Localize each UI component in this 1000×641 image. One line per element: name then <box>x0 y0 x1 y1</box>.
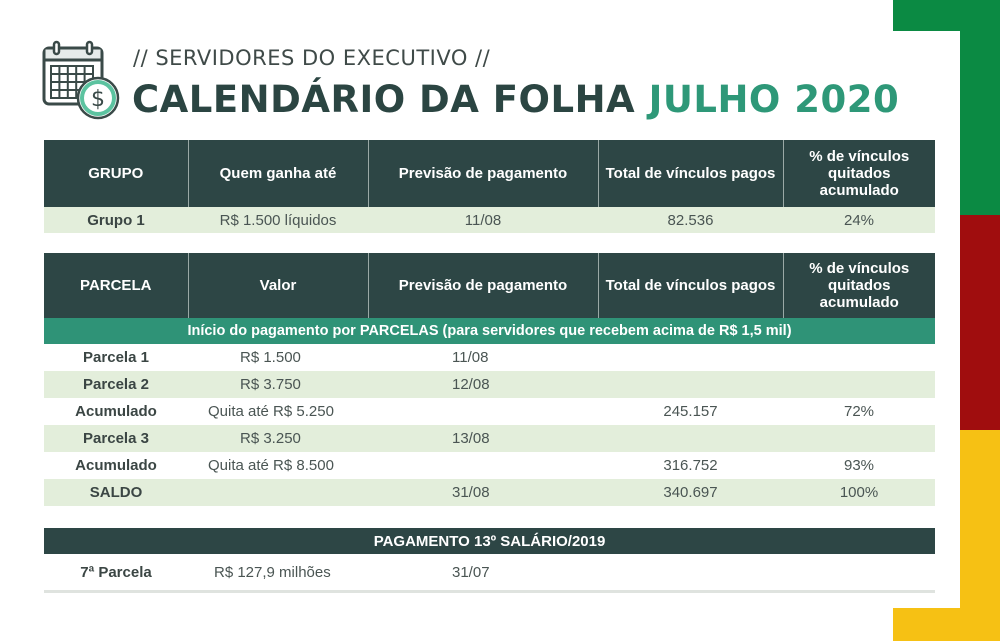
cell-previsao: 11/08 <box>452 349 489 366</box>
table-row: Grupo 1 R$ 1.500 líquidos 11/08 82.536 2… <box>44 207 935 233</box>
cell-parcela: Acumulado <box>75 403 157 420</box>
cell-parcela: Parcela 2 <box>44 371 188 398</box>
decor-yellow-vertical <box>960 430 1000 641</box>
cell-percent <box>783 371 935 398</box>
parcela-table: PARCELA Valor Previsão de pagamento Tota… <box>44 253 935 506</box>
title-accent: JULHO 2020 <box>648 78 900 121</box>
table-row: Acumulado Quita até R$ 8.500 316.752 93% <box>44 452 935 479</box>
grupo-table: GRUPO Quem ganha até Previsão de pagamen… <box>44 140 935 233</box>
cell-previsao <box>368 398 598 425</box>
cell-valor: R$ 3.750 <box>188 371 368 398</box>
decor-red-vertical <box>960 215 1000 430</box>
cell-total: 316.752 <box>663 457 718 474</box>
table-row: Parcela 1 R$ 1.500 11/08 <box>44 344 935 371</box>
title-main: CALENDÁRIO DA FOLHA <box>132 78 636 121</box>
cell-percent <box>783 344 935 371</box>
cell-previsao <box>368 452 598 479</box>
page-subtitle: // SERVIDORES DO EXECUTIVO // <box>133 46 491 70</box>
cell-total <box>598 371 783 398</box>
table-row: Acumulado Quita até R$ 5.250 245.157 72% <box>44 398 935 425</box>
cell-previsao: 31/08 <box>368 479 598 506</box>
decor-green-vertical <box>960 0 1000 215</box>
cell-total: 82.536 <box>598 207 783 233</box>
table-header-row: GRUPO Quem ganha até Previsão de pagamen… <box>44 140 935 207</box>
cell-valor: R$ 1.500 <box>240 349 301 366</box>
table-header-row: PARCELA Valor Previsão de pagamento Tota… <box>44 253 935 318</box>
cell-percent <box>783 425 935 452</box>
cell-previsao: 13/08 <box>368 425 598 452</box>
cell-parcela: Parcela 3 <box>44 425 188 452</box>
col-header-percent-quitados: % de vínculos quitados acumulado <box>782 140 935 207</box>
col-header-total-vinculos: Total de vínculos pagos <box>597 253 783 318</box>
table-row: SALDO 31/08 340.697 100% <box>44 479 935 506</box>
col-header-previsao: Previsão de pagamento <box>367 140 598 207</box>
decimo-terceiro-table: PAGAMENTO 13º SALÁRIO/2019 7ª Parcela R$… <box>44 528 936 593</box>
cell-percent <box>783 554 936 593</box>
cell-valor: Quita até R$ 8.500 <box>208 457 334 474</box>
cell-percent: 72% <box>843 403 875 420</box>
svg-text:$: $ <box>91 87 105 112</box>
decor-yellow-bottom-bar <box>893 608 1000 641</box>
calendar-money-icon: $ <box>40 40 120 120</box>
cell-previsao: 12/08 <box>368 371 598 398</box>
cell-previsao: 11/08 <box>368 207 598 233</box>
cell-valor: R$ 3.250 <box>188 425 368 452</box>
cell-valor <box>188 479 368 506</box>
cell-total <box>598 344 783 371</box>
cell-total <box>598 554 783 593</box>
cell-valor: Quita até R$ 5.250 <box>208 403 334 420</box>
table-row: 7ª Parcela R$ 127,9 milhões 31/07 <box>44 554 936 593</box>
cell-parcela: 7ª Parcela <box>44 554 188 593</box>
col-header-quem-ganha: Quem ganha até <box>187 140 368 207</box>
cell-total <box>598 425 783 452</box>
page-title: CALENDÁRIO DA FOLHA JULHO 2020 <box>132 78 899 121</box>
cell-total: 340.697 <box>598 479 783 506</box>
table-row: Parcela 3 R$ 3.250 13/08 <box>44 425 935 452</box>
cell-valor: R$ 127,9 milhões <box>188 554 368 593</box>
cell-percent: 24% <box>783 207 935 233</box>
col-header-previsao: Previsão de pagamento <box>367 253 598 318</box>
decimo-terceiro-header: PAGAMENTO 13º SALÁRIO/2019 <box>44 528 936 554</box>
col-header-grupo: GRUPO <box>44 140 188 207</box>
table-header-row: PAGAMENTO 13º SALÁRIO/2019 <box>44 528 936 554</box>
cell-percent: 93% <box>843 457 875 474</box>
cell-quem-ganha: R$ 1.500 líquidos <box>188 207 368 233</box>
parcelas-banner-row: Início do pagamento por PARCELAS (para s… <box>44 318 935 344</box>
col-header-total-vinculos: Total de vínculos pagos <box>597 140 783 207</box>
cell-parcela: SALDO <box>44 479 188 506</box>
col-header-percent-quitados: % de vínculos quitados acumulado <box>782 253 935 318</box>
cell-percent: 100% <box>783 479 935 506</box>
col-header-parcela: PARCELA <box>44 253 188 318</box>
cell-parcela: Parcela 1 <box>83 349 149 366</box>
table-row: Parcela 2 R$ 3.750 12/08 <box>44 371 935 398</box>
parcelas-banner: Início do pagamento por PARCELAS (para s… <box>44 318 935 344</box>
col-header-valor: Valor <box>187 253 368 318</box>
cell-grupo: Grupo 1 <box>44 207 188 233</box>
cell-previsao: 31/07 <box>368 554 598 593</box>
cell-total: 245.157 <box>663 403 718 420</box>
cell-parcela: Acumulado <box>75 457 157 474</box>
